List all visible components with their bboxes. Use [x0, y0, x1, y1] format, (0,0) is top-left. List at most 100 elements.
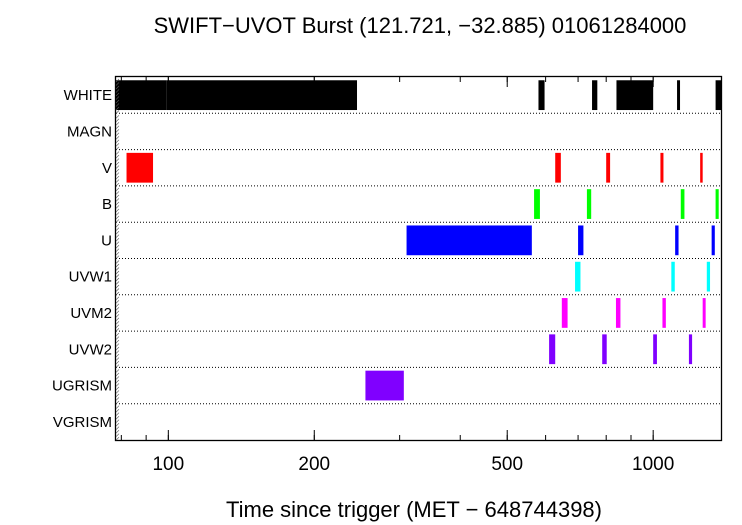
exposure-bars — [116, 80, 721, 401]
exposure-bar-u — [406, 225, 532, 256]
chart-title: SWIFT−UVOT Burst (121.721, −32.885) 0106… — [154, 13, 687, 38]
exposure-bar-v — [606, 152, 611, 183]
exposure-bar-v — [126, 152, 154, 183]
row-label-v: V — [102, 160, 112, 177]
row-label-magn: MAGN — [67, 123, 112, 140]
exposure-bar-uvw2 — [653, 334, 657, 365]
hatch-mark — [115, 182, 120, 187]
hatch-mark — [115, 433, 120, 437]
hatch-mark — [115, 187, 120, 192]
hatch-mark — [115, 281, 120, 285]
exposure-bar-v — [660, 152, 664, 183]
hatch-mark — [115, 227, 120, 231]
hatch-mark — [115, 386, 120, 391]
hatch-mark — [115, 78, 120, 83]
hatch-mark — [115, 277, 120, 282]
exposure-bar-uvm2 — [702, 298, 706, 328]
hatch-mark — [115, 146, 120, 151]
hatch-mark — [115, 158, 120, 162]
exposure-bar-ugrism — [365, 370, 404, 401]
exposure-bar-v — [700, 152, 703, 183]
hatch-mark — [115, 422, 120, 427]
hatch-mark — [115, 168, 120, 173]
hatch-mark — [115, 175, 120, 180]
hatch-mark — [115, 115, 120, 119]
hatch-mark — [115, 129, 120, 133]
x-tick-label: 100 — [152, 454, 184, 475]
hatch-mark — [115, 92, 120, 97]
hatch-mark — [115, 379, 120, 384]
plot-frame — [114, 75, 723, 442]
exposure-bar-uvm2 — [561, 298, 568, 328]
exposure-bar-white — [166, 80, 358, 111]
x-tick-label: 500 — [491, 454, 523, 475]
hatch-mark — [115, 436, 120, 441]
hatch-mark — [115, 99, 120, 104]
hatch-mark — [115, 85, 120, 90]
hatch-mark — [115, 350, 120, 354]
x-axis-label: Time since trigger (MET − 648744398) — [226, 497, 602, 522]
hatch-mark — [115, 241, 120, 245]
hatch-mark — [115, 296, 120, 301]
hatch-mark — [115, 310, 120, 315]
hatch-mark — [115, 317, 120, 322]
exposure-bar-v — [555, 152, 561, 183]
hatch-mark — [115, 263, 120, 268]
hatch-mark — [115, 300, 120, 304]
hatch-mark — [115, 270, 120, 275]
hatch-mark — [115, 412, 120, 416]
hatch-mark — [115, 303, 120, 308]
hatch-mark — [115, 260, 120, 264]
exposure-bar-u — [711, 225, 715, 256]
hatch-mark — [115, 139, 120, 144]
hatch-mark — [115, 248, 120, 252]
exposure-bar-u — [675, 225, 679, 256]
hatch-mark — [115, 284, 120, 289]
hatch-mark — [115, 161, 120, 166]
row-labels: WHITE MAGN V B U UVW1 UVM2 UVW2 UGRISM VGRISM — [52, 87, 112, 431]
hatch-mark — [115, 357, 120, 361]
hatch-mark — [115, 234, 120, 238]
hatch-mark — [115, 143, 120, 147]
hatch-mark — [115, 372, 120, 377]
hatch-mark — [115, 328, 120, 332]
exposure-bar-uvw2 — [602, 334, 607, 365]
hatch-mark — [115, 415, 120, 420]
hatch-mark — [115, 369, 120, 373]
row-separators — [116, 112, 721, 405]
hatch-mark — [115, 307, 120, 311]
exposure-bar-white — [538, 80, 545, 111]
hatch-mark — [115, 353, 120, 358]
hatch-mark — [115, 96, 120, 100]
hatch-mark — [115, 336, 120, 340]
hatch-mark — [115, 251, 120, 256]
exposure-bar-b — [586, 189, 592, 219]
exposure-bar-uvw1 — [671, 261, 675, 292]
exposure-bar-uvm2 — [662, 298, 666, 328]
x-tick-label: 1000 — [632, 454, 674, 475]
row-label-u: U — [101, 232, 112, 249]
hatch-mark — [115, 237, 120, 242]
hatch-mark — [115, 383, 120, 387]
exposure-bar-u — [578, 225, 584, 256]
row-label-uvw1: UVW1 — [69, 269, 112, 286]
hatch-mark — [115, 172, 120, 176]
x-tick-label: 200 — [298, 454, 330, 475]
hatch-mark — [115, 429, 120, 434]
hatch-mark — [115, 154, 120, 159]
hatch-mark — [115, 110, 120, 114]
hatch-mark — [115, 103, 120, 107]
exposure-bar-uvw1 — [575, 261, 581, 292]
hatch-mark — [115, 376, 120, 380]
left-axis-hatching — [115, 78, 120, 441]
hatch-mark — [115, 274, 120, 278]
hatch-mark — [115, 321, 120, 325]
hatch-mark — [115, 255, 120, 259]
hatch-mark — [115, 89, 120, 93]
hatch-mark — [115, 106, 120, 111]
hatch-mark — [115, 191, 120, 195]
exposure-bar-uvm2 — [615, 298, 621, 328]
hatch-mark — [115, 208, 120, 213]
hatch-mark — [115, 198, 120, 202]
hatch-mark — [115, 360, 120, 365]
